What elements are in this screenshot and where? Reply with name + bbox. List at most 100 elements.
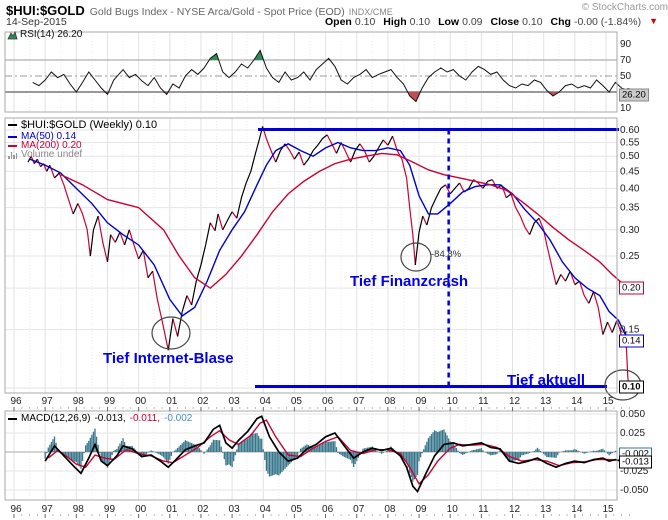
x-axis-year-label: 98 [73, 396, 85, 407]
annotation-internet-bubble-low: Tief Internet-Blase [103, 350, 234, 367]
rsi-panel-border [4, 31, 618, 113]
x-axis-year-label: 09 [415, 504, 427, 515]
volume-bars-icon [8, 151, 17, 159]
x-axis-year-label: 15 [602, 504, 614, 515]
ma200-line [60, 152, 629, 290]
macd-line [44, 415, 630, 494]
x-axis-year-label: 03 [229, 504, 241, 515]
main-legend-volume: Volume undef [8, 149, 82, 160]
macd-current-value-box: -0.013 [619, 455, 652, 469]
quote-value: 0.10 [354, 16, 376, 28]
x-axis-year-label: 01 [166, 504, 178, 515]
x-axis-year-label: 00 [135, 396, 147, 407]
low-marker-circle [151, 316, 191, 350]
quote-close: Close 0.10 [491, 16, 543, 28]
macd-ytick-label: -0.050 [620, 485, 649, 496]
ma200-legend-label: MA(200) 0.20 [21, 140, 82, 151]
ma200-line-swatch-icon [8, 144, 17, 147]
price-current-value-box: 0.20 [619, 281, 644, 295]
x-axis-year-label: 07 [353, 396, 365, 407]
x-axis-year-label: 09 [415, 396, 427, 407]
price-ytick-label: 0.25 [620, 251, 640, 262]
ma50-legend-label: MA(50) 0.14 [21, 131, 77, 142]
x-axis-year-label: 05 [291, 504, 303, 515]
price-current-value-box: 0.14 [619, 334, 644, 348]
price-ytick-label: 0.45 [620, 166, 640, 177]
macd-line-swatch-icon [8, 417, 17, 420]
x-axis-year-label: 12 [509, 504, 521, 515]
x-axis-year-label: 01 [166, 396, 178, 407]
x-axis-year-label: 05 [291, 396, 303, 407]
x-axis-year-label: 10 [447, 396, 459, 407]
price-ytick-label: 0.40 [620, 183, 640, 194]
quote-label: High [383, 16, 407, 28]
macd-hist-value: -0.002 [164, 413, 193, 424]
macd-legend: MACD(12,26,9) -0.013, -0.011, -0.002 [8, 413, 192, 424]
quote-label: Low [438, 16, 460, 28]
x-axis-year-label: 97 [42, 504, 54, 515]
price-current-value-box: 0.10 [619, 380, 644, 394]
x-axis-year-label: 96 [10, 504, 22, 515]
x-axis-year-label: 00 [135, 504, 147, 515]
x-axis-year-label: 08 [384, 396, 396, 407]
quote-label: Open [325, 16, 352, 28]
rsi-current-value-box: 26.20 [619, 88, 649, 102]
macd-signal-line [47, 419, 630, 486]
x-axis-year-label: 02 [197, 504, 209, 515]
annotation-drawdown-percent: -84.8% [431, 249, 462, 260]
change-down-arrow-icon: ▼ [649, 16, 658, 26]
x-axis-year-label: 98 [73, 504, 85, 515]
x-axis-year-label: 99 [104, 396, 116, 407]
macd-value: -0.013, [94, 413, 126, 424]
macd-panel-border [4, 410, 618, 501]
price-ytick-label: 0.55 [620, 138, 640, 149]
volume-legend-label: Volume undef [21, 149, 83, 160]
main-legend-symbol-label: $HUI:$GOLD (Weekly) 0.10 [21, 119, 158, 131]
price-ytick-label: 0.35 [620, 203, 640, 214]
x-axis-year-label: 14 [571, 396, 583, 407]
exchange-label: INDX/CME [348, 7, 393, 17]
rsi-oversold-fill [76, 92, 610, 102]
quote-value: 0.09 [462, 16, 483, 28]
x-axis-year-label: 11 [478, 396, 489, 407]
x-axis-year-label: 07 [353, 504, 365, 515]
area-chart-icon [7, 30, 18, 39]
x-axis-year-label: 14 [571, 504, 583, 515]
quote-value: 0.10 [522, 16, 543, 28]
x-axis-year-label: 13 [540, 504, 552, 515]
ma50-line [29, 141, 629, 340]
x-axis-year-label: 08 [384, 504, 396, 515]
copyright-watermark: © StockCharts.com [581, 2, 668, 13]
x-axis-year-label: 13 [540, 396, 552, 407]
macd-legend-name: MACD(12,26,9) [21, 413, 91, 424]
x-axis-year-label: 04 [260, 504, 272, 515]
x-axis-year-label: 06 [322, 396, 334, 407]
rsi-legend-label: RSI(14) 26.20 [20, 29, 83, 40]
rsi-line [32, 49, 630, 103]
rsi-ytick-label: 10 [620, 103, 632, 114]
main-legend-ma200: MA(200) 0.20 [8, 140, 82, 151]
main-legend-ma50: MA(50) 0.14 [8, 131, 76, 142]
chart-header: $HUI:$GOLD Gold Bugs Index - NYSE Arca/Go… [6, 2, 662, 20]
ticker-symbol: $HUI:$GOLD [6, 3, 85, 18]
quote-value: 0.10 [409, 16, 431, 28]
ticker-description: Gold Bugs Index - NYSE Arca/Gold - Spot … [89, 6, 345, 18]
quote-open: Open 0.10 [325, 16, 375, 28]
macd-ytick-label: 0.050 [620, 409, 645, 420]
x-axis-year-label: 12 [509, 396, 521, 407]
rsi-ytick-label: 70 [620, 55, 632, 66]
x-axis-year-label: 06 [322, 504, 334, 515]
quote-date: 14-Sep-2015 [6, 16, 67, 28]
x-axis-year-label: 03 [229, 396, 241, 407]
quote-row: Open 0.10 High 0.10 Low 0.09 Close 0.10 Chg -0.00… [325, 16, 658, 28]
x-axis-year-label: 02 [197, 396, 209, 407]
quote-header-row: 14-Sep-2015 Open 0.10 High 0.10 Low 0.09 Close… [6, 16, 662, 28]
x-axis-year-label: 97 [42, 396, 54, 407]
main-panel-border [4, 117, 618, 394]
main-legend-symbol: $HUI:$GOLD (Weekly) 0.10 [8, 119, 157, 131]
macd-ytick-label: 0.025 [620, 428, 645, 439]
x-axis-year-label: 15 [602, 396, 614, 407]
quote-value: -0.00 (-1.84%) [573, 16, 642, 28]
